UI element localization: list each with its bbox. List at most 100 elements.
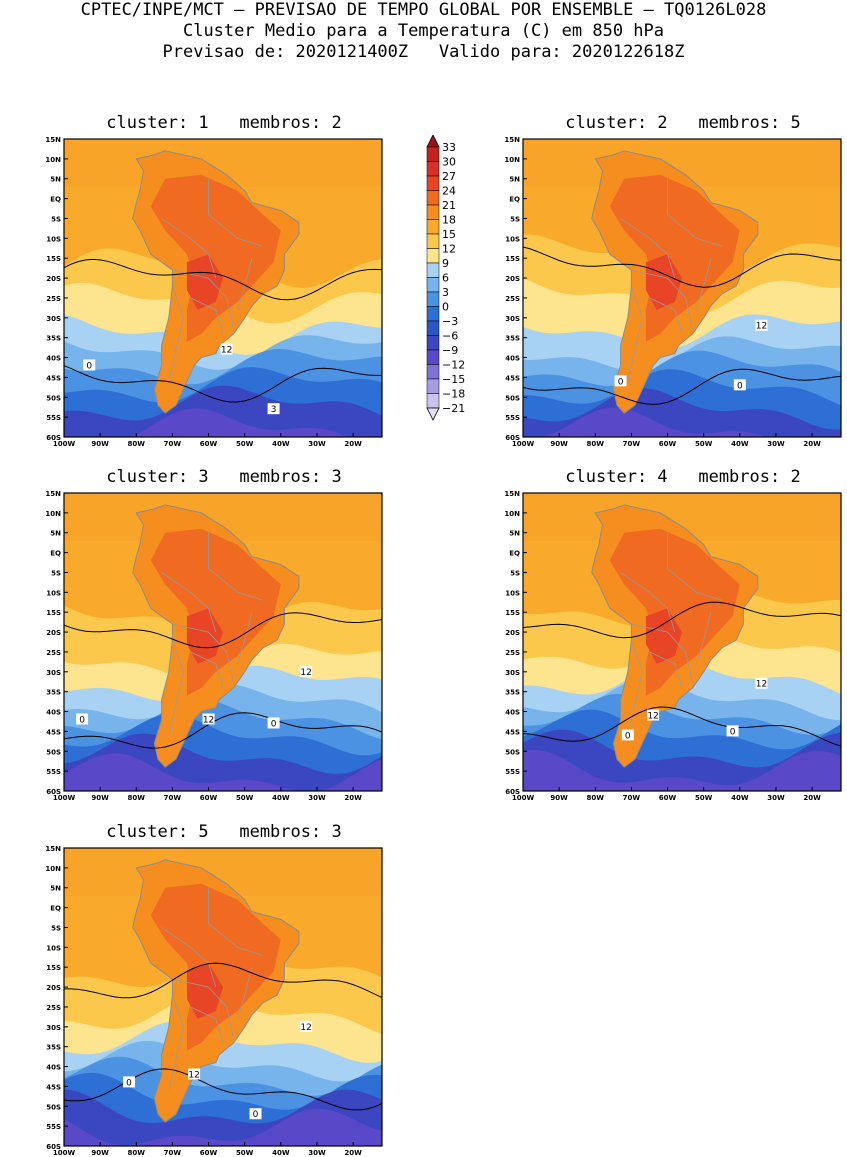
- lon-tick-label: 60W: [659, 794, 677, 802]
- lat-tick-label: 20S: [46, 629, 61, 637]
- map-frame: [522, 492, 842, 792]
- map-frame: [63, 492, 383, 792]
- contour-label: 12: [756, 680, 767, 690]
- lon-tick-label: 80W: [587, 440, 605, 448]
- lon-tick-label: 90W: [91, 1149, 109, 1157]
- lat-tick-label: EQ: [509, 196, 520, 204]
- map-panel-5: 12 12 0 0 15N 10N 5N EQ 5S 10S 15S 20S 25S 30S 35S 40S 4…: [32, 845, 392, 1157]
- colorbar-label: −12: [442, 359, 465, 372]
- lon-tick-label: 90W: [91, 440, 109, 448]
- colorbar-label: −6: [442, 330, 458, 343]
- lon-tick-label: 30W: [767, 794, 785, 802]
- lat-tick-label: 5N: [50, 530, 61, 538]
- contour-label: 0: [618, 377, 624, 387]
- contour-label-bg: [647, 709, 660, 721]
- contour-label: 12: [300, 1023, 311, 1033]
- colorbar-label: 18: [442, 214, 456, 227]
- contour-label: 0: [271, 719, 277, 729]
- lat-tick-label: EQ: [50, 196, 61, 204]
- lat-tick-label: 10N: [504, 510, 520, 518]
- lat-tick-label: 35S: [505, 335, 520, 343]
- lat-tick-label: 5N: [509, 530, 520, 538]
- contour-label: 12: [756, 322, 767, 332]
- lon-tick-label: 20W: [344, 794, 362, 802]
- lat-tick-label: 55S: [46, 414, 61, 422]
- lat-tick-label: 55S: [46, 1123, 61, 1131]
- colorbar-segment: [426, 233, 440, 249]
- lat-tick-label: EQ: [50, 550, 61, 558]
- panel-2-title: cluster: 2 membros: 5: [565, 113, 801, 133]
- colorbar-segment: [426, 393, 440, 409]
- contour-label: 3: [271, 405, 277, 415]
- colorbar-segment: [426, 291, 440, 307]
- lon-tick-label: 40W: [272, 1149, 290, 1157]
- lat-tick-label: 50S: [505, 394, 520, 402]
- lon-tick-label: 20W: [344, 440, 362, 448]
- lat-tick-label: 5S: [510, 215, 520, 223]
- contour-label-bg: [755, 319, 768, 331]
- colorbar-segment: [426, 277, 440, 293]
- colorbar-segment: [426, 248, 440, 264]
- contour-label-bg: [300, 1020, 313, 1032]
- lat-tick-label: 60S: [46, 788, 61, 796]
- lat-tick-label: 20S: [46, 275, 61, 283]
- colorbar-top-arrow: [426, 135, 440, 148]
- colorbar-segment: [426, 204, 440, 220]
- contour-label-bg: [755, 677, 768, 689]
- contour-label: 12: [203, 715, 214, 725]
- contour-label-bg: [267, 403, 280, 415]
- lat-tick-label: 60S: [505, 434, 520, 442]
- lon-tick-label: 90W: [550, 794, 568, 802]
- lat-tick-label: 55S: [505, 768, 520, 776]
- colorbar-segment: [426, 306, 440, 322]
- contour-label: 0: [79, 715, 85, 725]
- lon-tick-label: 40W: [731, 794, 749, 802]
- lat-tick-label: 25S: [46, 649, 61, 657]
- colorbar-label: 24: [442, 185, 456, 198]
- lat-tick-label: 45S: [505, 374, 520, 382]
- colorbar-segment: [426, 175, 440, 191]
- map-panel-3: 12 12 0 0 15N 10N 5N EQ 5S 10S 15S 20S 25S 30S 35S 40S 4…: [32, 490, 392, 802]
- lat-tick-label: 15S: [46, 964, 61, 972]
- lat-tick-label: 10N: [45, 156, 61, 164]
- map-frame: [63, 847, 383, 1147]
- lat-tick-label: 60S: [46, 1143, 61, 1151]
- lat-tick-label: 45S: [46, 374, 61, 382]
- panel-5-title: cluster: 5 membros: 3: [106, 822, 342, 842]
- contour-label-bg: [188, 1068, 201, 1080]
- lat-tick-label: EQ: [50, 905, 61, 913]
- contour-label: 0: [730, 727, 736, 737]
- map-panel-2-svg: 12 0 0 15N 10N 5N EQ 5S 10S 15S 20S 25S 30S 35S 40S 45S…: [504, 136, 842, 448]
- colorbar-label: −15: [442, 373, 465, 386]
- lat-tick-label: 40S: [505, 709, 520, 717]
- contour-label-bg: [733, 379, 746, 391]
- contour-label: 12: [647, 712, 658, 722]
- colorbar-segment: [426, 320, 440, 336]
- lat-tick-label: EQ: [509, 550, 520, 558]
- lon-tick-label: 70W: [623, 794, 641, 802]
- lon-tick-label: 100W: [512, 440, 535, 448]
- lat-tick-label: 30S: [46, 1024, 61, 1032]
- lat-tick-label: 25S: [505, 295, 520, 303]
- lat-tick-label: 45S: [46, 1083, 61, 1091]
- colorbar-segment: [426, 146, 440, 162]
- lon-tick-label: 30W: [767, 440, 785, 448]
- lon-tick-label: 60W: [659, 440, 677, 448]
- lat-tick-label: 10S: [46, 589, 61, 597]
- lat-tick-label: 15N: [504, 490, 520, 498]
- contour-label: 12: [188, 1070, 199, 1080]
- lon-tick-label: 30W: [308, 1149, 326, 1157]
- lon-tick-label: 60W: [200, 440, 218, 448]
- lat-tick-label: 5N: [50, 176, 61, 184]
- lat-tick-label: 5N: [50, 885, 61, 893]
- colorbar-label: −21: [442, 402, 465, 415]
- lat-tick-label: 15N: [45, 845, 61, 853]
- colorbar-segment: [426, 349, 440, 365]
- lon-tick-label: 40W: [272, 794, 290, 802]
- lat-tick-label: 50S: [46, 394, 61, 402]
- lon-tick-label: 30W: [308, 440, 326, 448]
- lon-tick-label: 100W: [512, 794, 535, 802]
- contour-label-bg: [249, 1108, 262, 1120]
- colorbar-label: −3: [442, 315, 458, 328]
